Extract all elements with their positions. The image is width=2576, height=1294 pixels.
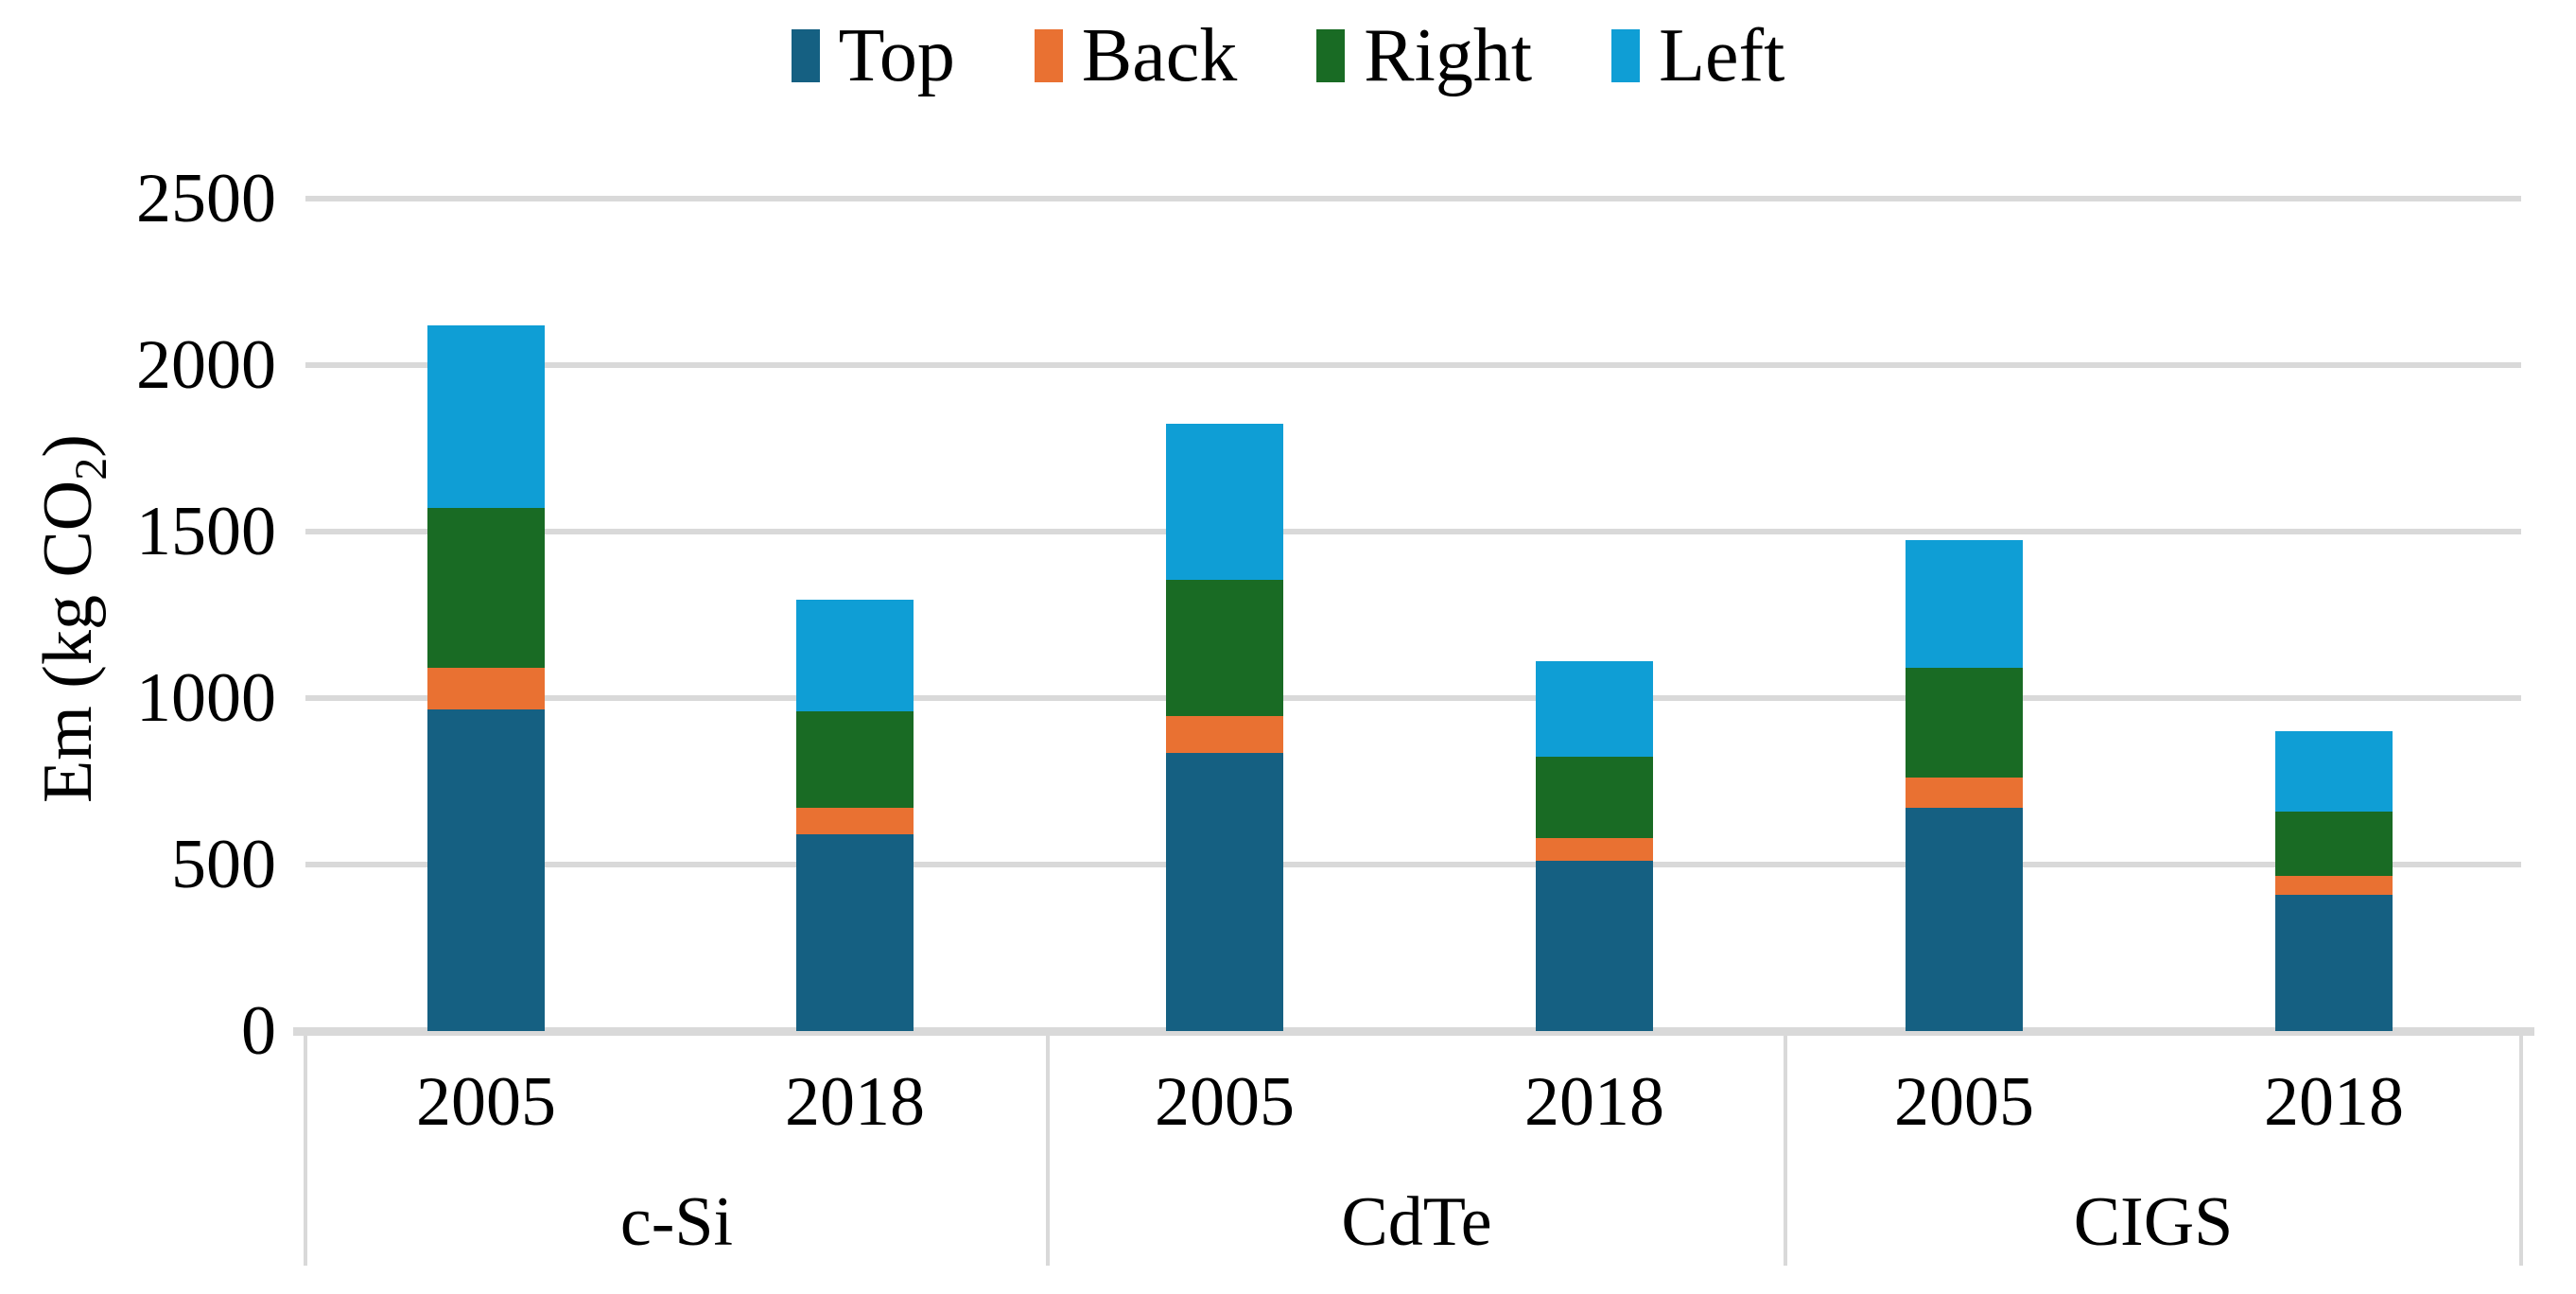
- y-axis-title: Em (kg CO2): [25, 335, 116, 902]
- y-tick-label: 1000: [136, 659, 276, 737]
- x-axis-line: [293, 1027, 2534, 1036]
- bar-segment-top: [1166, 753, 1283, 1031]
- x-group-label-c-si: c-Si: [619, 1183, 734, 1261]
- bar-segment-top: [1906, 808, 2023, 1031]
- y-tick-label: 2000: [136, 326, 276, 404]
- gridline-2000: [305, 362, 2521, 368]
- x-year-label: 2018: [1524, 1063, 1664, 1141]
- y-tick-label: 500: [171, 826, 276, 903]
- bar-segment-right: [427, 508, 545, 669]
- bar-segment-back: [796, 808, 914, 835]
- gridline-2500: [305, 196, 2521, 201]
- y-tick-label: 2500: [136, 160, 276, 237]
- x-year-label: 2018: [785, 1063, 925, 1141]
- gridline-1000: [305, 695, 2521, 701]
- bar-segment-back: [2275, 876, 2393, 895]
- gridline-1500: [305, 529, 2521, 534]
- bar-segment-top: [2275, 894, 2393, 1031]
- legend-swatch-icon: [1611, 29, 1641, 82]
- bar-segment-left: [1906, 539, 2023, 669]
- x-year-label: 2018: [2264, 1063, 2404, 1141]
- x-year-label: 2005: [1894, 1063, 2034, 1141]
- bar-segment-left: [1166, 423, 1283, 581]
- bar-segment-left: [796, 600, 914, 712]
- bar-segment-left: [427, 324, 545, 509]
- legend-item-right: Right: [1316, 13, 1532, 98]
- bar-segment-right: [1906, 668, 2023, 778]
- bar-segment-top: [1536, 861, 1653, 1031]
- legend-label: Back: [1081, 14, 1238, 97]
- bar-segment-left: [1536, 661, 1653, 757]
- legend-swatch-icon: [791, 29, 820, 82]
- legend-label: Top: [838, 14, 955, 97]
- legend-label: Left: [1659, 14, 1785, 97]
- category-separator-3: [2519, 1033, 2523, 1266]
- x-year-label: 2005: [1155, 1063, 1295, 1141]
- bar-segment-right: [1166, 580, 1283, 717]
- bar-segment-back: [427, 668, 545, 710]
- legend-item-left: Left: [1611, 13, 1784, 98]
- category-separator-1: [1046, 1033, 1050, 1266]
- x-group-label-cigs: CIGS: [2073, 1183, 2234, 1261]
- y-axis-title-subscript: 2: [65, 457, 116, 481]
- bar-segment-back: [1536, 837, 1653, 862]
- bar-segment-left: [2275, 731, 2393, 812]
- category-separator-0: [304, 1033, 307, 1266]
- bar-segment-right: [2275, 811, 2393, 877]
- x-year-label: 2005: [416, 1063, 556, 1141]
- legend-swatch-icon: [1034, 29, 1063, 82]
- legend-item-top: Top: [791, 13, 955, 98]
- y-tick-label: 1500: [136, 493, 276, 570]
- y-tick-label: 0: [241, 992, 276, 1070]
- bar-segment-back: [1166, 716, 1283, 754]
- chart-legend: Top Back Right Left: [0, 13, 2576, 98]
- bar-segment-top: [427, 709, 545, 1031]
- y-axis-title-suffix: ): [29, 434, 107, 458]
- category-separator-2: [1784, 1033, 1787, 1266]
- bar-segment-back: [1906, 778, 2023, 809]
- bar-segment-right: [796, 711, 914, 809]
- x-group-label-cdte: CdTe: [1341, 1183, 1492, 1261]
- legend-swatch-icon: [1316, 29, 1346, 82]
- legend-item-back: Back: [1034, 13, 1238, 98]
- gridline-500: [305, 862, 2521, 867]
- legend-label: Right: [1364, 14, 1533, 97]
- bar-segment-top: [796, 834, 914, 1031]
- bar-segment-right: [1536, 756, 1653, 838]
